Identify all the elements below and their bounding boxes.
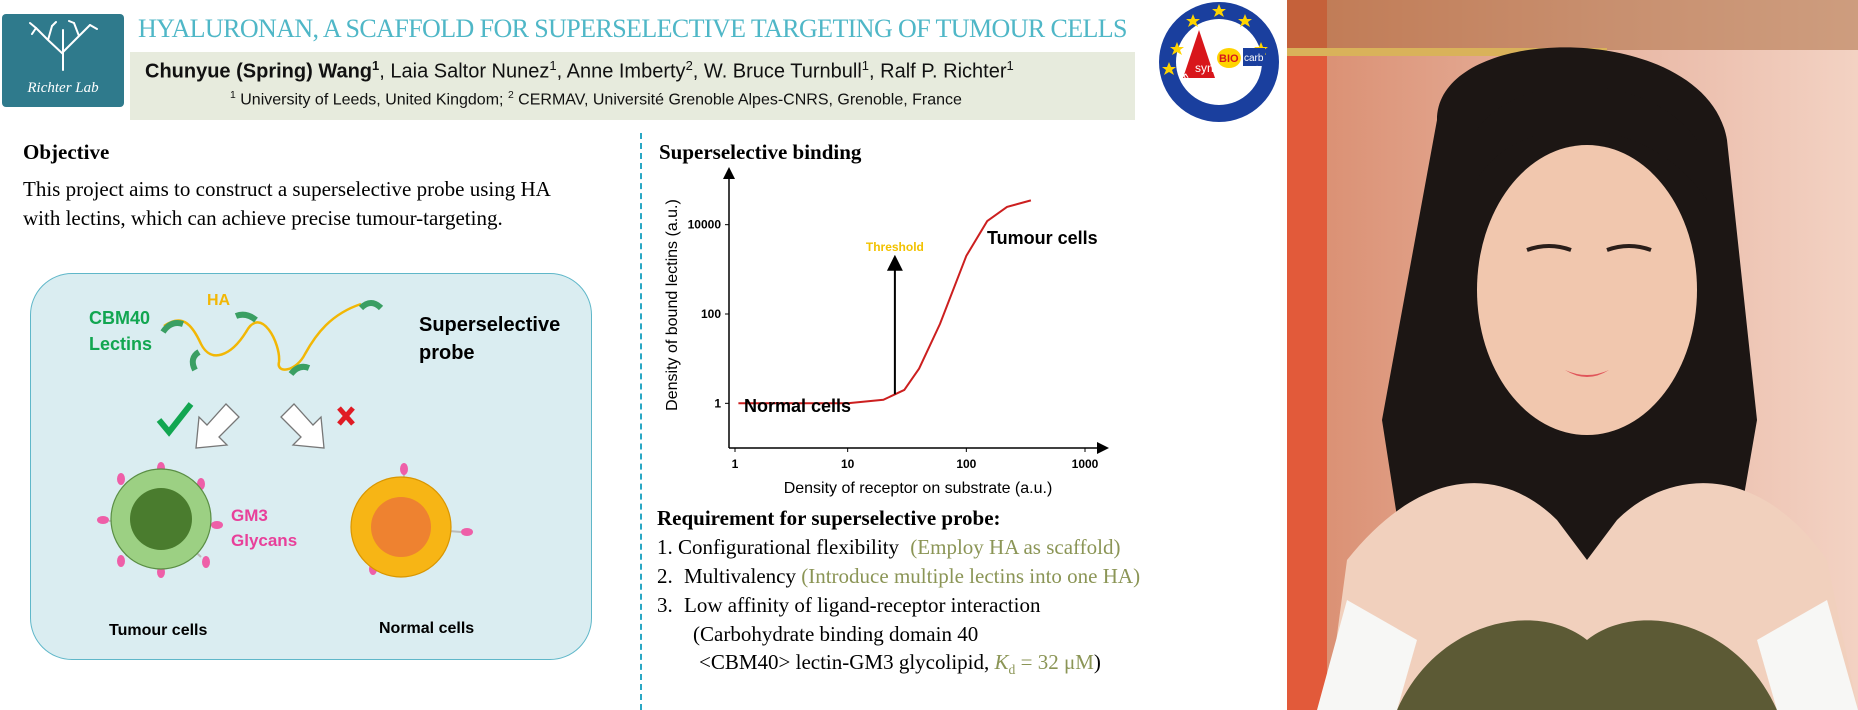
cross-icon: [337, 406, 355, 426]
logo-syn: syn: [1195, 61, 1214, 75]
binding-curve: [738, 199, 1032, 405]
affiliations: 1 University of Leeds, United Kingdom; 2…: [230, 90, 962, 109]
req-3-line-3a: <CBM40> lectin-GM3 glycolipid,: [699, 650, 990, 674]
author-2: Laia Saltor Nunez: [390, 60, 550, 83]
req-1-text: Configurational flexibility: [678, 535, 900, 559]
author-3-sup: 2: [685, 58, 693, 73]
requirement-1: 1. Configurational flexibility (Employ H…: [657, 535, 1120, 560]
tumour-cells-label: Tumour cells: [109, 622, 208, 639]
x-tick-label: 1000: [1072, 457, 1099, 471]
check-icon: [156, 402, 194, 437]
lectin-icon: [358, 300, 384, 311]
objective-line-1: This project aims to construct a superse…: [23, 177, 551, 201]
synbiocarb-logo: syn BIO carb European Training Network: [1157, 0, 1279, 122]
tree-icon: [29, 20, 98, 71]
y-tick-label: 10000: [688, 218, 722, 232]
kd-d: d: [1008, 662, 1016, 678]
binding-heading: Superselective binding: [659, 140, 862, 164]
x-tick-label: 10: [841, 457, 855, 471]
req-3-text: Low affinity of ligand-receptor interact…: [684, 593, 1041, 617]
author-2-sup: 1: [549, 58, 557, 73]
tumour-cells-annotation: Tumour cells: [987, 228, 1098, 248]
tumour-cell-icon: [97, 462, 223, 578]
gm3-glycans-label: GM3 Glycans: [231, 503, 297, 553]
req-3-line-3: <CBM40> lectin-GM3 glycolipid, Kd = 32 μ…: [699, 650, 1101, 678]
probe-diagram-art: [97, 300, 473, 578]
author-5-sup: 1: [1006, 58, 1014, 73]
affil-2: CERMAV, Université Grenoble Alpes-CNRS, …: [518, 91, 962, 109]
author-list: Chunyue (Spring) Wang1, Laia Saltor Nune…: [145, 58, 1014, 83]
req-2-text: Multivalency: [684, 564, 796, 588]
req-1-num: 1.: [657, 535, 673, 559]
normal-cells-annotation: Normal cells: [744, 396, 851, 416]
normal-cell-icon: [350, 463, 473, 578]
requirement-3: 3. Low affinity of ligand-receptor inter…: [657, 593, 1040, 618]
req-1-note: (Employ HA as scaffold): [910, 535, 1121, 559]
affil-1: University of Leeds, United Kingdom;: [240, 91, 504, 109]
arrow-down-left-icon: [195, 403, 240, 449]
requirements-heading: Requirement for superselective probe:: [657, 506, 1001, 530]
portrait-illustration: [1287, 0, 1858, 710]
objective-heading: Objective: [23, 140, 110, 164]
logo-carb: carb: [1244, 53, 1264, 64]
affil-2-sup: 2: [507, 90, 514, 101]
authors-panel: Chunyue (Spring) Wang1, Laia Saltor Nune…: [130, 52, 1135, 120]
author-4: W. Bruce Turnbull: [703, 60, 862, 83]
probe-label-2: probe: [419, 342, 475, 364]
author-first-sup: 1: [372, 58, 380, 73]
kd-num: = 32 μM: [1020, 650, 1094, 674]
lectin-icon: [189, 349, 201, 372]
poster-title: HYALURONAN, A SCAFFOLD FOR SUPERSELECTIV…: [138, 14, 1128, 43]
kd-value: Kd = 32 μM: [994, 650, 1094, 678]
arrow-down-right-icon: [280, 403, 325, 449]
binding-chart: 1 10 100 1000 1 100 10000 Threshold Normal cel…: [664, 167, 1109, 497]
lectin-icon: [288, 363, 311, 376]
req-2-note: (Introduce multiple lectins into one HA): [801, 564, 1141, 588]
req-3-num: 3.: [657, 593, 673, 617]
logo-text: Richter Lab: [27, 80, 99, 96]
x-tick-label: 1: [732, 457, 739, 471]
y-tick-label: 100: [701, 307, 721, 321]
lectins-label: Lectins: [89, 334, 153, 354]
probe-label-1: Superselective: [419, 314, 561, 336]
author-4-sup: 1: [861, 58, 869, 73]
requirement-2: 2. Multivalency (Introduce multiple lect…: [657, 564, 1140, 589]
y-axis-label: Density of bound lectins (a.u.): [664, 199, 681, 411]
cbm40-label: CBM40: [89, 308, 151, 328]
y-tick-label: 1: [714, 396, 721, 410]
req-2-num: 2.: [657, 564, 673, 588]
x-axis-label: Density of receptor on substrate (a.u.): [784, 480, 1053, 497]
ha-label: HA: [207, 292, 231, 309]
logo-bio: BIO: [1219, 53, 1239, 65]
affil-1-sup: 1: [230, 90, 236, 101]
gm3-label: GM3: [231, 506, 268, 525]
author-photo: [1287, 0, 1858, 710]
threshold-label: Threshold: [866, 240, 924, 254]
ha-chain: [163, 302, 362, 371]
richter-lab-logo: Richter Lab: [2, 14, 124, 107]
lectin-icon: [234, 311, 258, 323]
author-first: Chunyue (Spring) Wang: [145, 60, 373, 83]
cbm40-lectins-label: CBM40 Lectins: [89, 305, 152, 357]
column-divider: [640, 133, 642, 710]
kd-k: K: [994, 650, 1009, 674]
superselective-probe-label: Superselective probe: [419, 311, 560, 367]
glycans-label: Glycans: [231, 531, 298, 550]
objective-text: This project aims to construct a superse…: [23, 175, 551, 233]
probe-diagram: CBM40 Lectins HA Superselective probe GM…: [30, 273, 592, 660]
lectin-icon: [160, 320, 184, 334]
objective-line-2: with lectins, which can achieve precise …: [23, 206, 503, 230]
author-3: Anne Imberty: [566, 60, 686, 83]
normal-cells-label: Normal cells: [379, 620, 475, 637]
x-tick-label: 100: [956, 457, 976, 471]
req-3-close: ): [1093, 650, 1101, 674]
req-3-line-2: (Carbohydrate binding domain 40: [693, 622, 979, 646]
author-5: Ralf P. Richter: [880, 60, 1007, 83]
